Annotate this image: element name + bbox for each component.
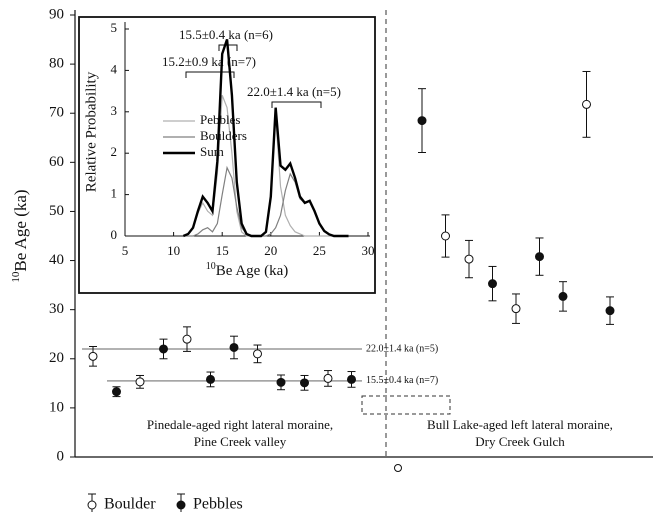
label-box	[361, 395, 451, 415]
point	[347, 374, 356, 384]
point	[464, 254, 474, 264]
inset-x-tick-label: 15	[216, 243, 229, 258]
inset-y-tick-label: 4	[111, 61, 118, 76]
inset-legend-label: Boulders	[200, 128, 247, 143]
point	[511, 304, 521, 314]
inset-y-label: Relative Probability	[83, 71, 99, 192]
inset-y-tick-label: 5	[111, 20, 118, 35]
point	[323, 373, 333, 383]
reference-label: 22.0±1.4 ka (n=5)	[366, 343, 438, 354]
legend-symbol	[87, 500, 97, 510]
inset-legend-label: Sum	[200, 144, 224, 159]
bracket	[271, 101, 322, 108]
y-tick-label: 80	[49, 56, 64, 72]
y-tick-label: 20	[49, 350, 64, 366]
bracket	[185, 71, 235, 78]
y-tick-label: 10	[49, 399, 64, 415]
point	[182, 334, 192, 344]
point	[206, 374, 215, 384]
annotation: Pinedale-aged right lateral moraine,	[147, 417, 333, 432]
inset-y-tick-label: 1	[111, 186, 118, 201]
legend-label: Boulder	[104, 496, 156, 513]
inset-x-tick-label: 25	[313, 243, 326, 258]
point	[276, 377, 286, 387]
legend: Boulder Pebbles	[87, 493, 243, 513]
point	[159, 344, 168, 354]
y-tick-label: 30	[49, 301, 64, 317]
legend-label: Pebbles	[193, 496, 243, 513]
inset-x-label: 10Be Age (ka)	[206, 261, 288, 280]
y-tick-label: 40	[49, 252, 64, 268]
point	[535, 252, 544, 262]
curve	[182, 38, 349, 238]
inset-x-label-sup: 10	[206, 261, 216, 272]
point	[441, 231, 450, 241]
y-axis-label: 10Be Age (ka)	[10, 189, 30, 282]
y-label-text: Be Age (ka)	[11, 189, 30, 271]
point	[229, 342, 239, 352]
point	[582, 99, 591, 109]
inset-annotation: 22.0±1.4 ka (n=5)	[247, 84, 341, 99]
inset-x-tick-label: 10	[167, 243, 180, 258]
annotation: Dry Creek Gulch	[475, 434, 565, 449]
inset-y-tick-label: 3	[111, 103, 118, 118]
reference-label: 15.5±0.4 ka (n=7)	[366, 375, 438, 386]
y-tick-label: 70	[49, 105, 64, 121]
inset-x-tick-label: 20	[264, 243, 277, 258]
y-label-sup: 10	[10, 271, 22, 283]
y-tick-label: 50	[49, 203, 64, 219]
y-tick-label: 90	[49, 6, 64, 22]
inset-x-label-text: Be Age (ka)	[216, 263, 288, 279]
y-tick-label: 0	[57, 448, 65, 464]
point	[558, 291, 568, 301]
stray-symbol	[394, 464, 402, 472]
point	[417, 116, 427, 126]
inset-annotation: 15.5±0.4 ka (n=6)	[179, 27, 273, 42]
annotation: Bull Lake-aged left lateral moraine,	[427, 417, 613, 432]
point	[605, 306, 615, 316]
inset-y-tick-label: 0	[111, 227, 118, 242]
point	[88, 351, 98, 361]
inset-annotation: 15.2±0.9 ka (n=7)	[162, 54, 256, 69]
y-tick-label: 60	[49, 154, 64, 170]
inset-y-tick-label: 2	[111, 144, 118, 159]
annotation: Pine Creek valley	[194, 434, 287, 449]
point	[135, 377, 145, 387]
inset-x-tick-label: 5	[122, 243, 129, 258]
point	[253, 349, 262, 359]
point	[488, 279, 497, 289]
point	[300, 378, 309, 388]
inset-x-tick-label: 30	[362, 243, 375, 258]
point	[112, 387, 121, 397]
legend-symbol	[176, 500, 186, 510]
inset-frame	[78, 16, 376, 294]
